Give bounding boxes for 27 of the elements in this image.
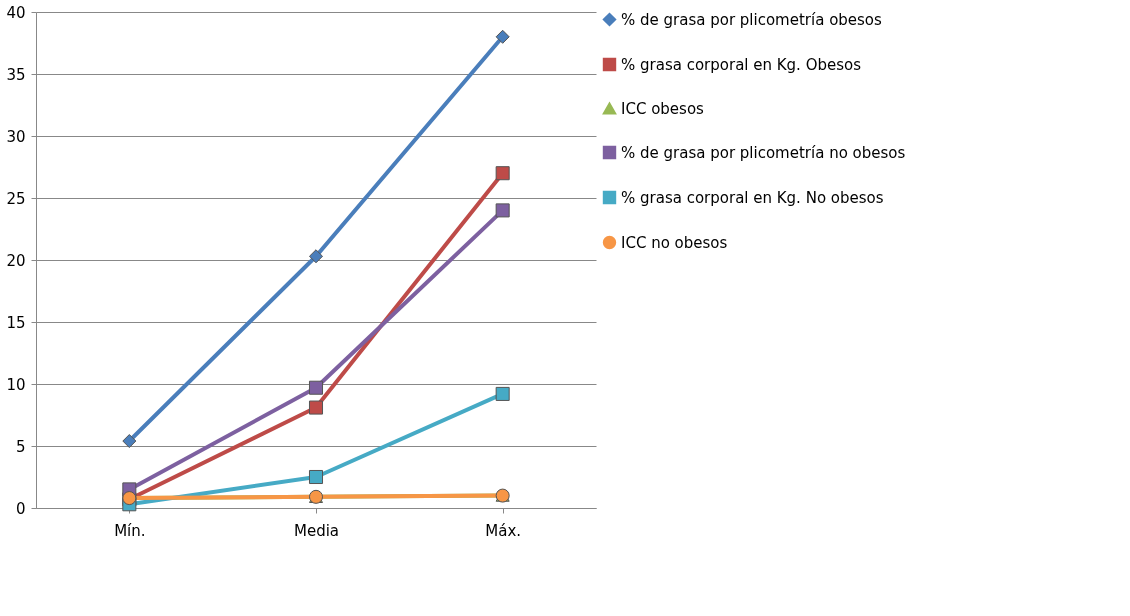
point: [308, 469, 324, 485]
point: [308, 400, 324, 415]
point: [308, 380, 324, 395]
legend-label: ICC no obesos: [621, 233, 728, 252]
point: [308, 249, 324, 264]
y-tick-label: 0: [15, 499, 26, 518]
legend-label: % de grasa por plicometría obesos: [621, 10, 883, 29]
y-tick-label: 25: [6, 189, 26, 208]
point: [495, 386, 510, 401]
legend-label: ICC obesos: [621, 99, 705, 118]
point: [495, 29, 510, 44]
legend-label: % grasa corporal en Kg. No obesos: [621, 188, 884, 207]
y-tick-label: 5: [15, 437, 26, 456]
legend-label: % de grasa por plicometría no obesos: [621, 143, 906, 162]
y-tick-label: 15: [6, 313, 26, 332]
y-tick-label: 40: [6, 3, 26, 22]
point: [122, 434, 137, 449]
y-tick-label: 35: [6, 65, 26, 84]
y-tick-label: 30: [6, 127, 26, 146]
legend-label: % grasa corporal en Kg. Obesos: [621, 55, 862, 74]
y-tick-label: 10: [6, 375, 26, 394]
point: [495, 166, 510, 181]
x-tick-label: Media: [293, 521, 340, 540]
y-tick-label: 20: [6, 251, 26, 270]
x-tick-label: Máx.: [485, 521, 522, 540]
x-tick-label: Mín.: [114, 521, 146, 540]
point: [495, 203, 510, 218]
